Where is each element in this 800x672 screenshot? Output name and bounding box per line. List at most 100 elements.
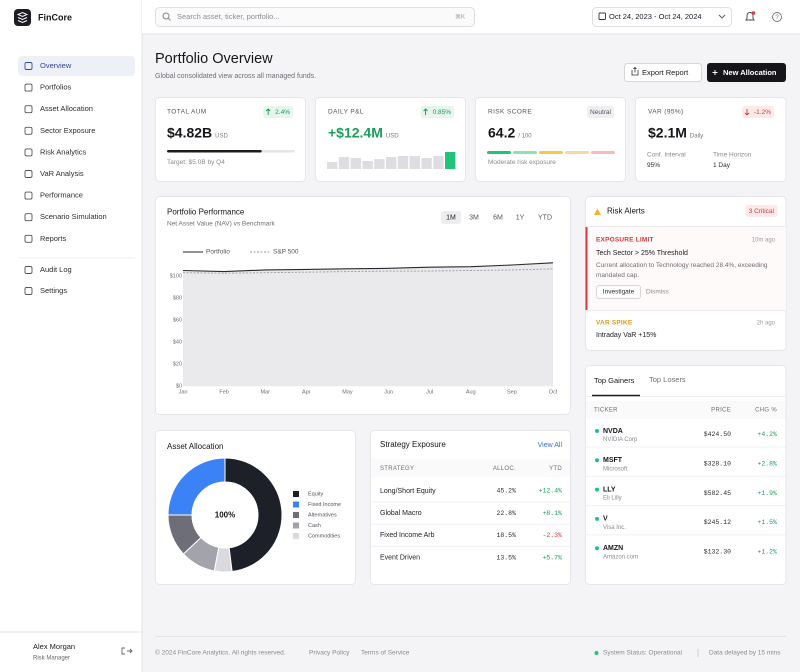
nav-item[interactable]: Risk Analytics [40, 147, 87, 156]
nav-icon [24, 170, 33, 178]
alert-time: 10m ago [752, 238, 776, 244]
nav-icon [24, 287, 33, 295]
kpi-badge-text: Neutral [590, 109, 612, 116]
nav-active-bg [18, 56, 135, 76]
price: $132.30 [704, 548, 731, 555]
status-dot [595, 458, 599, 463]
kpi-badge-arrow [265, 108, 271, 115]
button-label[interactable]: New Allocation [723, 68, 777, 77]
nav-item[interactable]: Sector Exposure [40, 126, 95, 135]
ytd: +12.4% [539, 488, 563, 495]
sparkbar [374, 159, 385, 169]
ticker[interactable]: NVDA [603, 428, 623, 435]
allocation: 22.8% [496, 510, 516, 517]
legend-swatch [293, 491, 299, 497]
nav-item[interactable]: Scenario Simulation [40, 212, 107, 221]
card [155, 97, 306, 182]
ticker[interactable]: AMZN [603, 545, 623, 552]
sparkbar [350, 158, 361, 169]
range-tab[interactable]: 3M [469, 215, 479, 222]
legend-label: Portfolio [206, 249, 230, 256]
legend-label: Commodities [308, 533, 340, 539]
nav-icon [24, 213, 33, 222]
sparkbar [338, 157, 350, 169]
export-button[interactable] [624, 63, 702, 82]
change: +1.2% [757, 548, 777, 555]
kpi-value: +$12.4M [328, 125, 383, 141]
nav-item[interactable]: Performance [40, 191, 83, 200]
nav-item[interactable]: Overview [40, 61, 72, 70]
sparkbar [397, 156, 409, 169]
shortcut: ⌘K [455, 14, 465, 21]
range-tab[interactable]: 1Y [516, 215, 525, 222]
area [183, 262, 553, 386]
nav-item[interactable]: Settings [40, 286, 67, 295]
range-tab[interactable]: YTD [538, 215, 552, 222]
allocation: 45.2% [496, 488, 516, 495]
export-icon [631, 66, 639, 76]
x-tick-label: Feb [219, 389, 228, 395]
company: Microsoft [603, 466, 628, 472]
kpi-unit: Daily [690, 134, 703, 140]
copyright: © 2024 FinCore Analytics. All rights res… [155, 649, 286, 657]
range-tab[interactable]: 6M [493, 215, 503, 222]
allocation: 13.5% [496, 554, 516, 561]
nav-item[interactable]: Asset Allocation [40, 104, 93, 113]
tab[interactable]: Top Gainers [594, 376, 635, 385]
button-label[interactable]: Export Report [642, 68, 689, 77]
range-tab[interactable]: 1M [446, 215, 456, 222]
ticker[interactable]: MSFT [603, 457, 623, 464]
column-header: ALLOC. [493, 466, 516, 472]
table-header-bg [371, 459, 570, 477]
strategy-name: Global Macro [380, 510, 422, 517]
line [182, 268, 554, 274]
alert-action[interactable]: Dismiss [646, 289, 669, 296]
price: $245.12 [704, 519, 731, 526]
column-header: YTD [549, 466, 562, 472]
nav-icon [24, 105, 33, 114]
column-header: STRATEGY [380, 466, 414, 472]
x-tick-label: Sep [507, 389, 517, 395]
card-title: Strategy Exposure [380, 440, 446, 449]
footer-link[interactable]: Terms of Service [361, 650, 410, 657]
help-icon[interactable] [772, 12, 782, 22]
chart-title: Portfolio Performance [167, 208, 245, 217]
search-box[interactable] [155, 7, 475, 27]
sparkbar [445, 152, 456, 169]
new-allocation-button[interactable] [707, 63, 786, 82]
change: +2.8% [757, 461, 777, 468]
status-dot [595, 546, 599, 551]
alert-button[interactable] [596, 285, 641, 299]
tab[interactable]: Top Losers [649, 375, 686, 384]
alert-title: Intraday VaR +15% [596, 332, 656, 339]
x-tick-label: Jan [179, 389, 188, 395]
kpi-badge-text: -1.2% [754, 109, 771, 116]
nav-item[interactable]: Reports [40, 234, 67, 243]
nav-item[interactable]: VaR Analysis [40, 169, 84, 178]
x-tick-label: Aug [466, 389, 476, 395]
bell-icon[interactable] [745, 12, 755, 21]
text-line: mandated cap. [596, 272, 639, 279]
company: Visa Inc. [603, 525, 626, 531]
help-glyph: ? [775, 15, 779, 21]
link[interactable]: View All [538, 442, 563, 449]
logout-icon[interactable] [121, 647, 133, 655]
column-header: TICKER [594, 408, 618, 414]
ticker[interactable]: LLY [603, 486, 616, 493]
nav-item[interactable]: Portfolios [40, 83, 72, 92]
alert-action[interactable]: Investigate [603, 289, 635, 296]
kpi-value: 64.2 [488, 125, 515, 141]
text-line: Current allocation to Technology reached… [596, 262, 768, 269]
card [635, 97, 787, 182]
date-picker[interactable] [592, 7, 732, 27]
search-icon [162, 12, 170, 20]
search-icon-handle [167, 17, 171, 21]
ticker[interactable]: V [603, 516, 608, 523]
date-range: Oct 24, 2023 - Oct 24, 2024 [609, 12, 702, 21]
footer-link[interactable]: Privacy Policy [309, 650, 350, 657]
status-dot [595, 487, 599, 492]
nav-item[interactable]: Audit Log [40, 265, 72, 274]
progress-fill [167, 150, 262, 153]
